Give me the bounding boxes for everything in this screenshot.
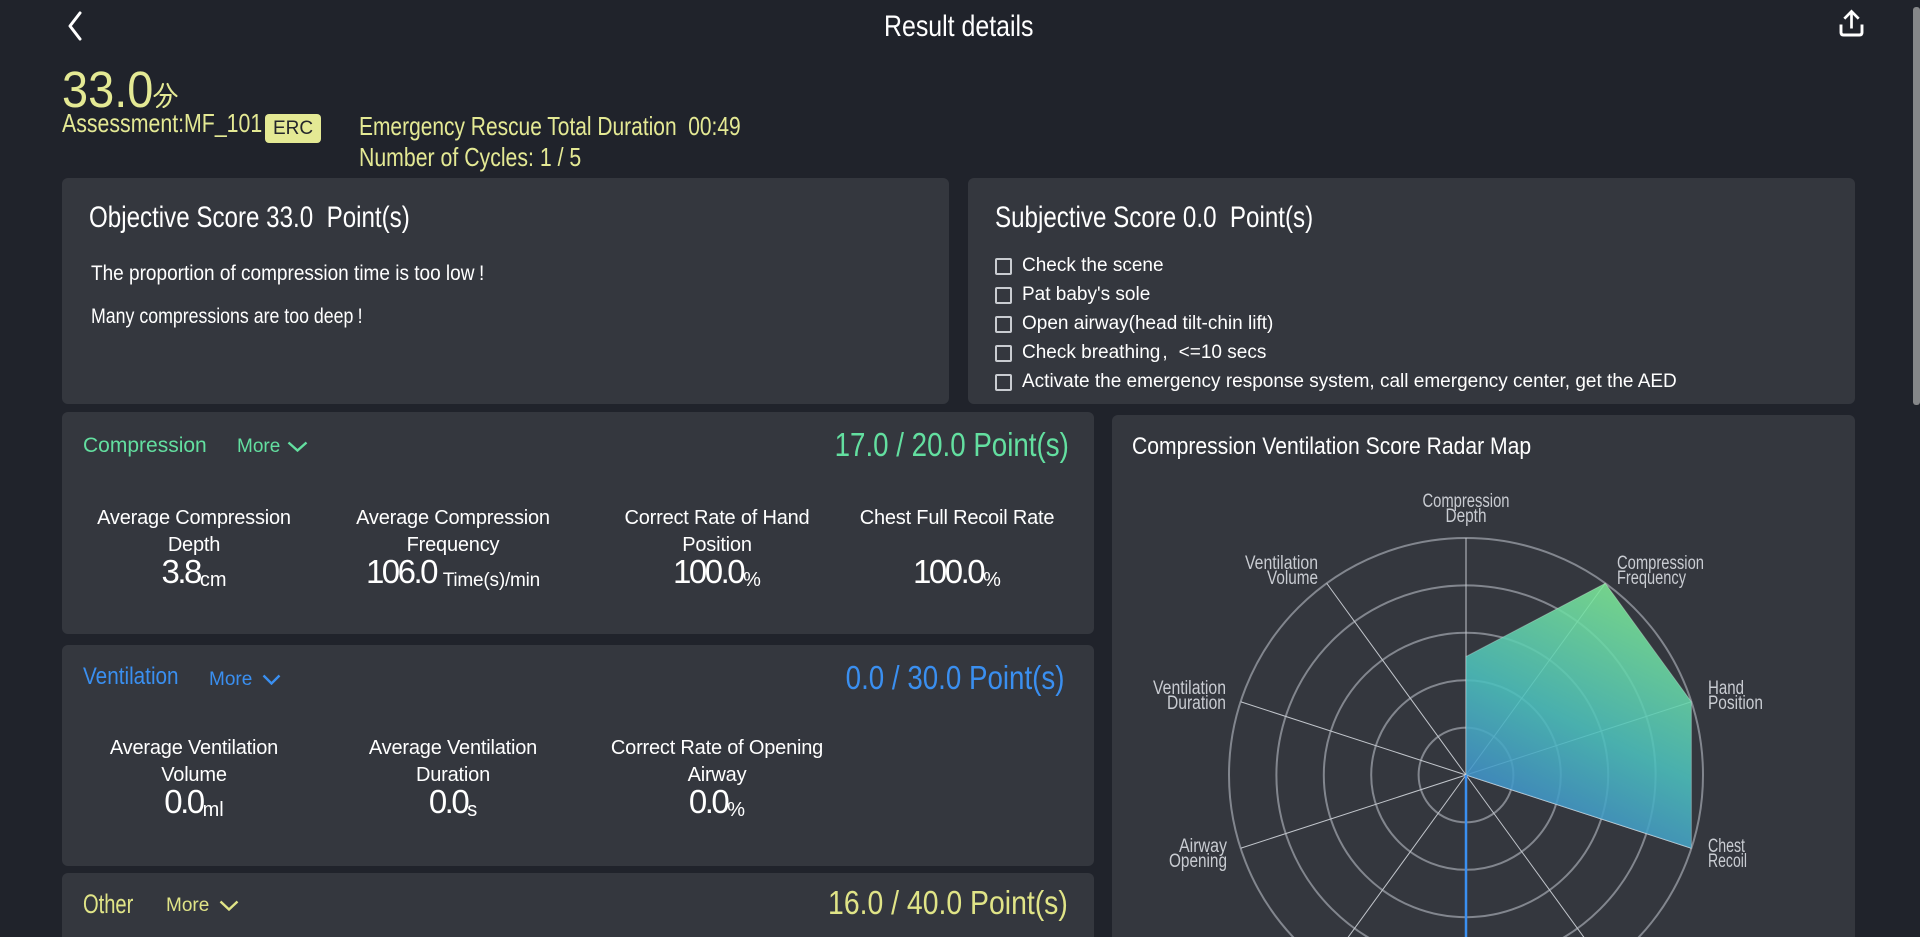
svg-text:Frequency: Frequency [1617,568,1686,589]
svg-text:Ventilation: Ventilation [1153,678,1226,699]
svg-text:Ventilation: Ventilation [1245,553,1318,574]
svg-text:Compression: Compression [1423,491,1510,512]
svg-text:Opening: Opening [1169,851,1227,872]
svg-text:Depth: Depth [1446,506,1487,527]
svg-text:Duration: Duration [1167,693,1226,714]
svg-text:Volume: Volume [1267,568,1318,589]
svg-text:Recoil: Recoil [1708,851,1747,872]
svg-text:Chest: Chest [1708,836,1746,857]
svg-text:Hand: Hand [1708,678,1744,699]
svg-text:Position: Position [1708,693,1763,714]
svg-text:Compression: Compression [1617,553,1704,574]
svg-text:Airway: Airway [1179,836,1227,857]
